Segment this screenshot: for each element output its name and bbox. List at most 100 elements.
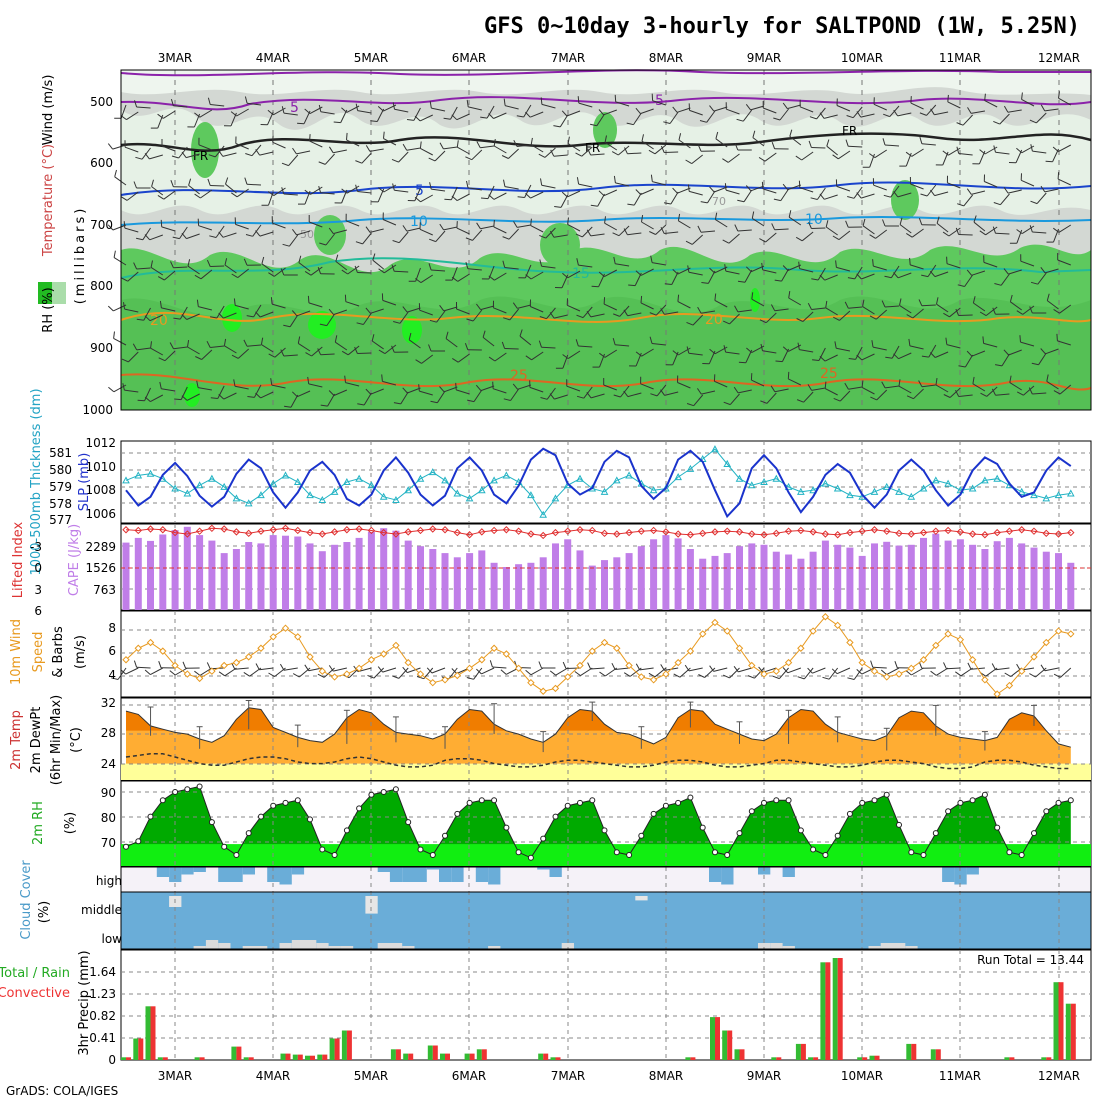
upper-wind-barb	[1003, 268, 1009, 275]
upper-wind-barb	[885, 385, 900, 389]
rh-point	[454, 810, 461, 817]
upper-wind-barb	[187, 265, 200, 275]
temperature-warm-area	[126, 707, 1047, 731]
upper-wind-barb	[320, 353, 335, 356]
upper-wind-barb	[492, 388, 507, 394]
upper-wind-barb	[456, 140, 459, 148]
precip-convective-bar	[310, 1055, 315, 1060]
upper-wind-barb	[201, 349, 213, 360]
surface-wind-barb	[587, 662, 592, 670]
upper-wind-barb	[231, 273, 238, 279]
upper-wind-barb	[318, 104, 322, 112]
cape-bar	[490, 562, 498, 610]
upper-wind-barb	[370, 308, 384, 314]
lifted-index-point	[723, 527, 731, 535]
upper-wind-barb	[1003, 349, 1009, 356]
rh-point	[871, 797, 878, 804]
upper-wind-barb	[715, 131, 719, 139]
upper-wind-barb	[788, 210, 792, 218]
upper-wind-barb	[737, 389, 752, 394]
upper-wind-barb	[995, 364, 1003, 367]
upper-wind-barb	[984, 181, 998, 188]
upper-wind-barb	[235, 223, 249, 230]
cape-bar	[1067, 562, 1075, 610]
precip-convective-bar	[874, 1055, 880, 1060]
high-cloud-bar	[475, 867, 489, 882]
thickness-point	[244, 499, 253, 507]
upper-wind-barb	[525, 193, 531, 199]
surface-wind-barb	[828, 667, 839, 680]
upper-wind-barb	[297, 122, 305, 125]
upper-wind-barb	[893, 353, 899, 360]
upper-wind-barb	[699, 120, 707, 123]
upper-wind-barb	[995, 232, 1010, 235]
upper-wind-barb	[223, 392, 237, 400]
upper-wind-barb	[419, 390, 433, 396]
lifted-index-point	[1005, 527, 1014, 535]
upper-wind-barb	[393, 402, 401, 405]
upper-wind-barb	[456, 308, 470, 315]
upper-wind-barb	[871, 340, 874, 348]
upper-wind-barb	[833, 397, 841, 402]
lifted-index-point	[858, 527, 866, 535]
upper-wind-barb	[884, 305, 900, 308]
upper-wind-barb	[575, 152, 582, 157]
upper-wind-barb	[464, 343, 469, 350]
cape-bar	[711, 555, 719, 610]
rh-legend-swatch-light	[52, 282, 66, 304]
upper-wind-barb	[664, 231, 679, 234]
low-cloud-gap	[880, 943, 893, 949]
upper-wind-barb	[765, 232, 777, 243]
surface-wind-barb	[133, 660, 138, 668]
surface-wind-barb	[174, 667, 188, 676]
upper-wind-barb	[623, 228, 628, 235]
upper-wind-barb	[290, 394, 299, 408]
upper-wind-barb	[650, 255, 653, 263]
thickness-point	[846, 491, 854, 499]
upper-wind-barb	[803, 391, 814, 403]
upper-wind-barb	[493, 192, 507, 200]
lifted-index-point	[576, 526, 584, 534]
precip-total-bar	[280, 1053, 286, 1060]
lifted-index-point	[478, 528, 486, 536]
rh-point	[981, 791, 988, 798]
upper-wind-barb	[891, 345, 900, 359]
precip-tick: 1.64	[89, 965, 116, 979]
upper-wind-barb	[909, 257, 911, 265]
lifted-index-point	[343, 526, 351, 534]
upper-wind-barb	[296, 310, 311, 317]
upper-wind-barb	[158, 357, 166, 362]
cape-bar	[613, 557, 621, 610]
upper-wind-barb	[121, 358, 129, 363]
upper-wind-barb	[824, 354, 838, 362]
rh-point	[773, 797, 780, 804]
upper-wind-barb	[641, 140, 654, 150]
thickness-point	[441, 476, 449, 484]
upper-wind-barb	[144, 396, 151, 402]
bottom-date-label: 4MAR	[256, 1069, 291, 1083]
upper-wind-barb	[173, 266, 188, 269]
thickness-tick: 579	[49, 480, 72, 494]
upper-wind-barb	[553, 314, 568, 319]
upper-wind-barb	[823, 114, 838, 119]
upper-wind-barb	[885, 356, 893, 359]
cape-bar	[1030, 547, 1038, 610]
upper-wind-barb	[123, 302, 126, 310]
upper-wind-barb	[291, 391, 298, 398]
wind-speed-point	[159, 647, 167, 655]
upper-wind-barb	[1052, 146, 1059, 152]
upper-wind-barb	[150, 260, 153, 268]
surface-wind-barb	[549, 670, 557, 676]
upper-wind-barb	[1021, 98, 1035, 107]
upper-wind-barb	[206, 259, 211, 267]
lifted-index-point	[281, 524, 290, 533]
upper-wind-barb	[1045, 160, 1053, 163]
upper-wind-barb	[135, 237, 144, 241]
upper-wind-barb	[355, 241, 363, 245]
upper-wind-barb	[209, 235, 217, 238]
cloud-panel-frame	[120, 866, 1092, 950]
upper-wind-barb	[112, 144, 127, 150]
upper-wind-barb	[869, 153, 876, 159]
lifted-index-point	[527, 530, 535, 538]
upper-wind-barb	[899, 298, 902, 306]
